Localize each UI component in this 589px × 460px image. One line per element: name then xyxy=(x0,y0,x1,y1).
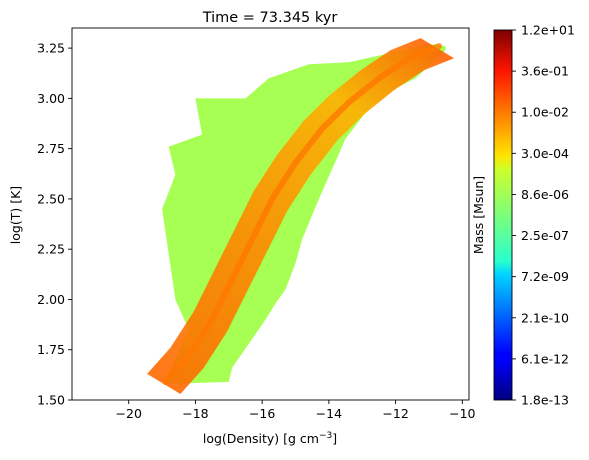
x-tick-label: −14 xyxy=(316,406,342,421)
distribution-ridge xyxy=(162,43,442,385)
x-tick-label: −16 xyxy=(249,406,275,421)
colorbar-tick-label: 2.1e-10 xyxy=(521,310,569,325)
colorbar-tick-label: 6.1e-12 xyxy=(521,351,569,366)
x-tick-label: −20 xyxy=(116,406,142,421)
y-tick-label: 2.50 xyxy=(37,191,65,206)
colorbar xyxy=(493,29,513,401)
x-axis-ticks: −20 −18 −16 −14 −12 −10 xyxy=(116,400,476,421)
x-tick-label: −12 xyxy=(382,406,408,421)
y-tick-label: 3.00 xyxy=(37,91,65,106)
colorbar-tick-label: 7.2e-09 xyxy=(521,269,569,284)
colorbar-tick-label: 1.8e-13 xyxy=(521,393,569,408)
colorbar-ticks: 1.8e-13 6.1e-12 2.1e-10 7.2e-09 2.5e-07 8.6e-… xyxy=(512,23,575,408)
colorbar-tick-label: 3.6e-01 xyxy=(521,64,569,79)
plot-area xyxy=(147,38,454,394)
colorbar-tick-label: 8.6e-06 xyxy=(521,187,569,202)
y-tick-label: 2.00 xyxy=(37,292,65,307)
colorbar-tick-label: 1.0e-02 xyxy=(521,105,569,120)
colorbar-tick-label: 2.5e-07 xyxy=(521,228,569,243)
y-tick-label: 3.25 xyxy=(37,41,65,56)
colorbar-tick-label: 1.2e+01 xyxy=(521,23,575,38)
distribution-core xyxy=(147,38,454,394)
y-axis-label: log(T) [K] xyxy=(8,186,23,244)
colorbar-tick-label: 3.0e-04 xyxy=(521,146,569,161)
x-axis-label-close: ] xyxy=(332,431,337,446)
y-tick-label: 1.75 xyxy=(37,342,65,357)
x-tick-label: −18 xyxy=(182,406,208,421)
x-axis-label-exponent: −3 xyxy=(319,431,332,441)
y-tick-label: 1.50 xyxy=(37,393,65,408)
x-tick-label: −10 xyxy=(449,406,475,421)
x-axis-label-text: log(Density) [g cm xyxy=(203,431,319,446)
colorbar-label: Mass [Msun] xyxy=(471,176,486,254)
axes-frame xyxy=(71,27,470,401)
x-axis-label: log(Density) [g cm−3] xyxy=(203,431,337,446)
y-tick-label: 2.75 xyxy=(37,141,65,156)
chart-title: Time = 73.345 kyr xyxy=(202,10,338,26)
y-axis-ticks: 1.50 1.75 2.00 2.25 2.50 2.75 3.00 3.25 xyxy=(37,41,72,408)
y-tick-label: 2.25 xyxy=(37,242,65,257)
